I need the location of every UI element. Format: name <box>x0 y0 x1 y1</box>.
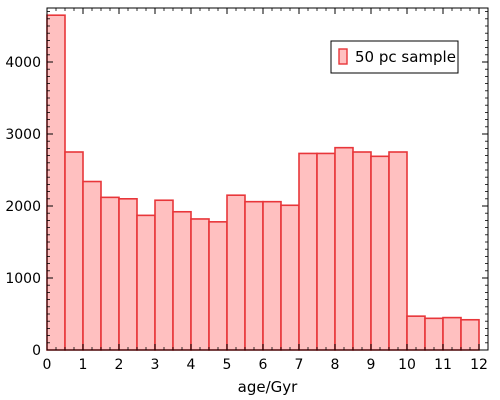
histogram-bar <box>316 152 336 351</box>
histogram-bar <box>388 151 408 351</box>
y-tick-label: 2000 <box>5 199 41 215</box>
histogram-bar <box>118 198 138 351</box>
histogram-bar <box>244 200 264 351</box>
x-tick-label: 4 <box>187 357 196 373</box>
y-tick-label: 1000 <box>5 271 41 287</box>
legend-box <box>330 40 459 74</box>
histogram-bar <box>280 204 300 351</box>
x-tick-label: 8 <box>331 357 340 373</box>
histogram-bar <box>190 218 210 351</box>
histogram-bar <box>406 315 426 351</box>
legend-swatch <box>338 48 348 65</box>
histogram-bar <box>334 146 354 351</box>
y-tick-label: 0 <box>32 343 41 359</box>
histogram-bar <box>298 152 318 351</box>
y-tick-label: 3000 <box>5 127 41 143</box>
x-tick-label: 1 <box>79 357 88 373</box>
x-tick-label: 10 <box>398 357 416 373</box>
plot-frame <box>46 7 489 351</box>
x-tick-label: 12 <box>470 357 488 373</box>
histogram-bar <box>442 316 462 351</box>
histogram-bar <box>82 180 102 351</box>
histogram-bar <box>172 210 192 351</box>
y-tick-label: 4000 <box>5 55 41 71</box>
histogram-bar <box>136 214 156 351</box>
histogram-bar <box>226 194 246 351</box>
histogram-bar <box>352 151 372 351</box>
x-tick-label: 9 <box>367 357 376 373</box>
bars-group <box>46 14 480 351</box>
legend: 50 pc sample <box>330 40 459 74</box>
legend-label: 50 pc sample <box>355 48 456 66</box>
x-axis-label: age/Gyr <box>238 378 298 396</box>
histogram-bar <box>64 151 84 351</box>
histogram-bar <box>100 196 120 351</box>
x-tick-label: 7 <box>295 357 304 373</box>
histogram-bar <box>370 155 390 351</box>
x-tick-label: 6 <box>259 357 268 373</box>
x-tick-label: 2 <box>115 357 124 373</box>
histogram-bar <box>424 317 444 351</box>
histogram-bar <box>460 318 480 351</box>
histogram-bar <box>154 199 174 351</box>
x-tick-label: 3 <box>151 357 160 373</box>
histogram-bar <box>208 221 228 351</box>
x-tick-label: 5 <box>223 357 232 373</box>
histogram-bar <box>262 200 282 351</box>
x-tick-label: 0 <box>43 357 52 373</box>
x-tick-label: 11 <box>434 357 452 373</box>
